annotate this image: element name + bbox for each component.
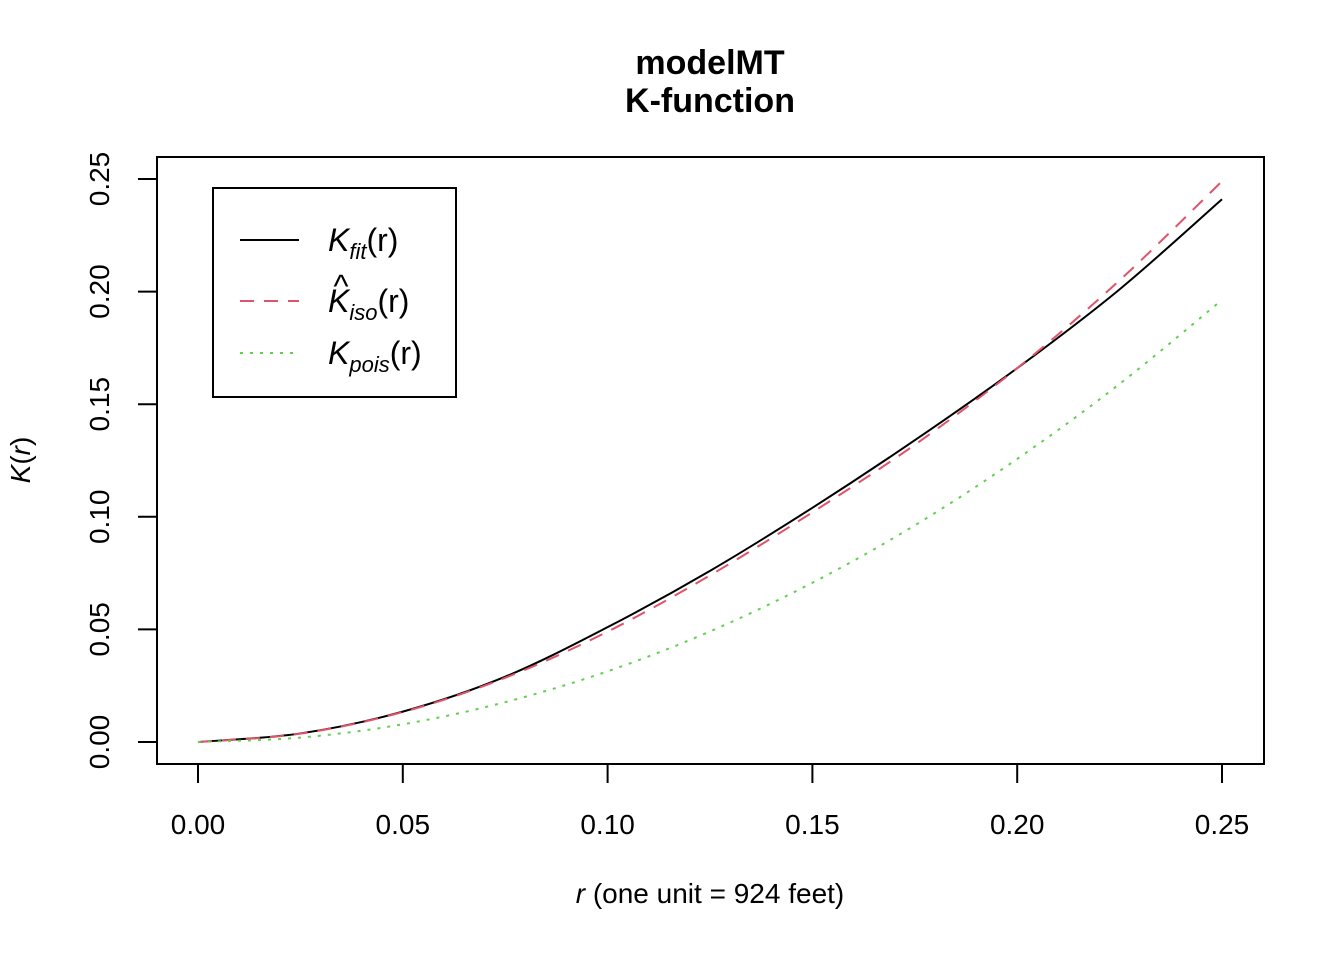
legend-hat-iso: ^ xyxy=(333,268,348,304)
y-tick-label: 0.05 xyxy=(84,602,115,657)
x-tick-label: 0.05 xyxy=(376,809,431,840)
y-axis-label-fn: K xyxy=(5,463,36,483)
legend-label-pois: Kpois(r) xyxy=(328,335,422,377)
chart-subtitle: K-function xyxy=(625,82,795,120)
y-axis-label-close: ) xyxy=(5,437,36,446)
series-line-pois xyxy=(197,299,1223,743)
legend-box xyxy=(212,187,457,398)
x-axis-label-var: r xyxy=(576,878,587,909)
x-axis: 0.00 0.05 0.10 0.15 0.20 0.25 xyxy=(171,763,1250,840)
y-axis: 0.00 0.05 0.10 0.15 0.20 0.25 xyxy=(84,152,158,770)
x-tick-label: 0.25 xyxy=(1195,809,1250,840)
legend: Kfit(r) Kiso(r)^ Kpois(r) xyxy=(212,187,457,398)
x-axis-label-text: (one unit = 924 feet) xyxy=(585,878,844,909)
x-tick-label: 0.10 xyxy=(580,809,635,840)
legend-label-iso: Kiso(r) xyxy=(328,283,409,325)
y-tick-label: 0.00 xyxy=(84,715,115,770)
y-axis-label-var: r xyxy=(5,444,36,455)
y-tick-label: 0.20 xyxy=(84,264,115,319)
x-tick-label: 0.15 xyxy=(785,809,840,840)
y-axis-label: K(r) xyxy=(5,437,36,484)
y-tick-label: 0.25 xyxy=(84,152,115,207)
y-tick-label: 0.10 xyxy=(84,490,115,545)
x-tick-label: 0.20 xyxy=(990,809,1045,840)
y-tick-label: 0.15 xyxy=(84,377,115,432)
series-group xyxy=(197,180,1223,743)
legend-label-fit: Kfit(r) xyxy=(328,222,398,264)
x-tick-label: 0.00 xyxy=(171,809,226,840)
y-axis-label-open: ( xyxy=(5,455,36,465)
chart-title: modelMT xyxy=(635,44,784,82)
x-axis-label: r (one unit = 924 feet) xyxy=(576,878,845,909)
series-line-iso xyxy=(197,180,1223,743)
